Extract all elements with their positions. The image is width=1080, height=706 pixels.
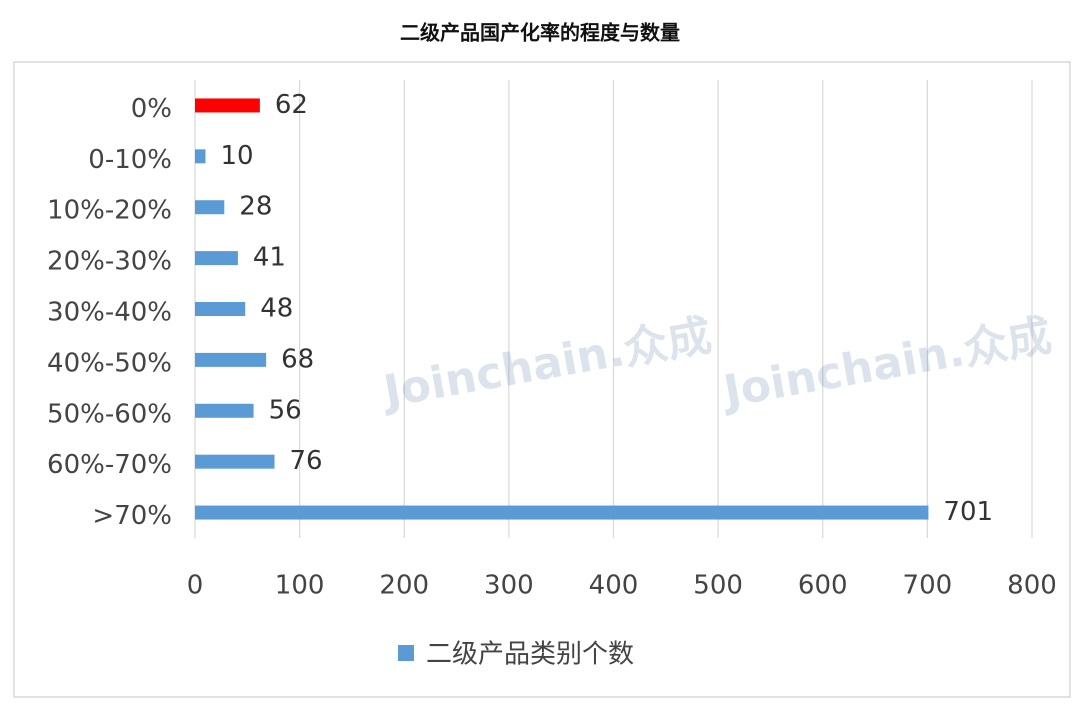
y-tick-label: 40%-50%: [47, 348, 172, 378]
y-tick-label: 20%-30%: [47, 247, 172, 277]
legend-swatch: [398, 645, 414, 661]
bar: [195, 403, 254, 418]
x-tick-label: 200: [379, 571, 429, 601]
chart-border: [13, 61, 1071, 698]
x-tick-label: 800: [1007, 571, 1057, 601]
y-tick-label: 30%-40%: [47, 298, 172, 328]
data-label: 28: [239, 192, 272, 222]
bar: [195, 149, 206, 164]
data-label: 41: [253, 243, 286, 273]
x-tick-label: 0: [187, 571, 204, 601]
data-label: 62: [275, 90, 308, 120]
x-tick-label: 300: [484, 571, 534, 601]
y-tick-label: 60%-70%: [47, 450, 172, 480]
bar: [195, 352, 267, 367]
y-tick-label: 0-10%: [88, 145, 172, 175]
y-tick-label: 50%-60%: [47, 399, 172, 429]
bar: [195, 454, 275, 469]
data-label: 56: [269, 395, 302, 425]
data-label: 68: [281, 344, 314, 374]
x-tick-label: 400: [589, 571, 639, 601]
x-tick-label: 600: [798, 571, 848, 601]
data-label: 701: [943, 497, 993, 527]
y-tick-label: 10%-20%: [47, 196, 172, 226]
bar: [195, 251, 238, 266]
bar: [195, 200, 225, 215]
y-tick-label: 0%: [131, 94, 172, 124]
bar: [195, 98, 260, 113]
y-tick-label: >70%: [92, 501, 172, 531]
bar: [195, 302, 246, 316]
data-label: 48: [260, 294, 293, 324]
x-tick-label: 700: [903, 571, 953, 601]
chart-title: 二级产品国产化率的程度与数量: [400, 21, 680, 45]
legend-label: 二级产品类别个数: [426, 640, 634, 670]
data-label: 76: [290, 446, 323, 476]
x-tick-label: 100: [275, 571, 325, 601]
data-label: 10: [220, 141, 253, 171]
x-tick-label: 500: [693, 571, 743, 601]
bar: [195, 505, 929, 520]
